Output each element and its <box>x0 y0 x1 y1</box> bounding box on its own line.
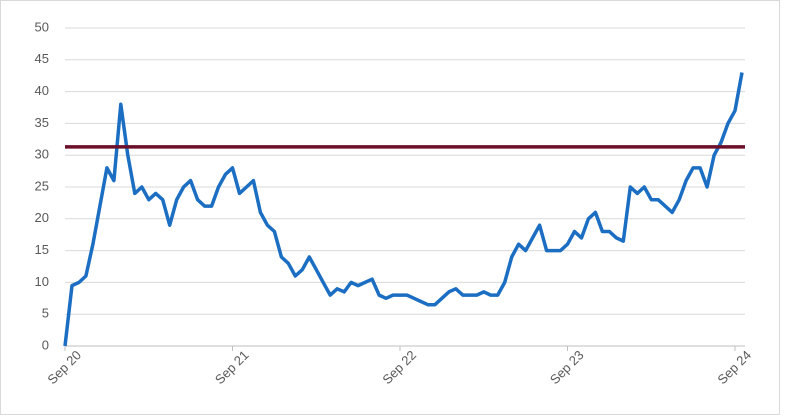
y-tick-label: 20 <box>35 210 49 225</box>
y-tick-label: 35 <box>35 115 49 130</box>
y-tick-label: 50 <box>35 19 49 34</box>
line-series <box>63 72 744 347</box>
chart-frame <box>0 0 780 415</box>
y-tick-label: 5 <box>42 306 49 321</box>
y-tick-label: 10 <box>35 274 49 289</box>
y-tick-label: 45 <box>35 51 49 66</box>
y-tick-label: 40 <box>35 83 49 98</box>
y-tick-label: 0 <box>42 337 49 352</box>
y-tick-label: 15 <box>35 242 49 257</box>
y-tick-label: 30 <box>35 147 49 162</box>
y-tick-label: 25 <box>35 178 49 193</box>
